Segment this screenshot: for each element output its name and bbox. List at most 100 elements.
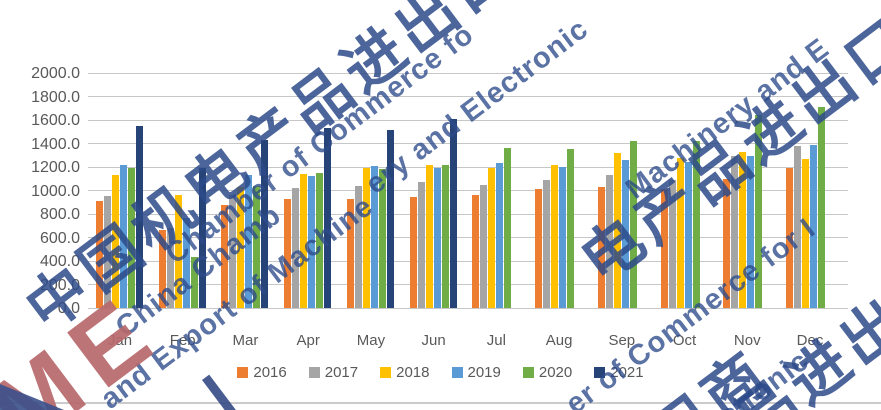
bar-2019-sep bbox=[621, 159, 629, 308]
legend-item-2021: 2021 bbox=[594, 364, 644, 381]
y-axis-tick-label: 1400.0 bbox=[31, 135, 80, 153]
bar-2016-apr bbox=[284, 198, 292, 308]
bar-2019-aug bbox=[559, 167, 567, 308]
bar-2018-jan bbox=[112, 175, 119, 308]
bar-2018-aug bbox=[551, 164, 559, 308]
bar-2019-feb bbox=[182, 217, 190, 308]
bar-2016-mar bbox=[221, 204, 229, 308]
bar-2019-oct bbox=[684, 162, 692, 308]
bar-2017-apr bbox=[292, 188, 300, 308]
bar-2017-sep bbox=[605, 175, 613, 308]
gridline-1200 bbox=[88, 166, 848, 168]
bottom-divider bbox=[0, 402, 881, 404]
legend-swatch-2019 bbox=[451, 367, 463, 378]
bar-2019-jul bbox=[496, 163, 504, 308]
legend-label: 2018 bbox=[396, 364, 430, 381]
bar-2016-jul bbox=[472, 195, 480, 308]
bar-2020-oct bbox=[692, 141, 700, 308]
legend: 2016 2017 2018 2019 2020 2021 bbox=[0, 364, 881, 381]
y-axis-tick-label: 1000.0 bbox=[31, 182, 80, 200]
bar-2016-feb bbox=[158, 229, 166, 308]
legend-swatch-2020 bbox=[522, 367, 534, 378]
legend-label: 2017 bbox=[324, 364, 359, 381]
bar-2020-jan bbox=[128, 168, 135, 308]
bar-2018-nov bbox=[739, 151, 747, 308]
legend-label: 2016 bbox=[253, 364, 287, 381]
y-axis-tick-label: 2000.0 bbox=[31, 65, 80, 82]
bar-2021-jan bbox=[136, 125, 143, 308]
bar-2017-aug bbox=[543, 179, 551, 308]
x-axis-label-sep: Sep bbox=[608, 332, 636, 349]
bar-2020-may bbox=[378, 169, 386, 308]
x-axis-label-may: May bbox=[356, 332, 386, 349]
y-axis-tick-label: 1200.0 bbox=[31, 159, 80, 176]
y-axis-tick-label: 400.0 bbox=[39, 253, 80, 270]
gridline-0 bbox=[88, 307, 848, 309]
bar-2020-mar bbox=[253, 185, 261, 308]
gridline-800 bbox=[88, 213, 848, 215]
bar-2020-sep bbox=[629, 141, 637, 308]
legend-label: 2020 bbox=[538, 364, 573, 381]
bar-2017-dec bbox=[793, 145, 801, 308]
x-axis-label-apr: Apr bbox=[296, 332, 320, 349]
bar-2017-jul bbox=[480, 184, 488, 308]
gridline-1000 bbox=[88, 190, 848, 191]
bar-2019-dec bbox=[809, 144, 817, 308]
bar-2021-may bbox=[386, 129, 394, 308]
bar-2021-feb bbox=[198, 168, 206, 308]
y-axis-tick-label: 0.0 bbox=[57, 300, 80, 317]
x-axis-label-feb: Feb bbox=[169, 332, 196, 349]
legend-item-2017: 2017 bbox=[308, 364, 359, 381]
plot-area bbox=[88, 72, 848, 309]
x-axis-label-jun: Jun bbox=[421, 332, 446, 349]
bar-2020-aug bbox=[567, 149, 575, 308]
bar-2019-jun bbox=[433, 168, 441, 308]
bar-2017-feb bbox=[166, 228, 174, 308]
bar-2016-oct bbox=[660, 189, 668, 308]
bar-2016-sep bbox=[597, 186, 605, 308]
bar-2021-jun bbox=[449, 118, 457, 308]
legend-label: 2019 bbox=[467, 364, 501, 381]
bar-2016-aug bbox=[535, 189, 543, 308]
legend-swatch-2021 bbox=[594, 367, 606, 378]
bar-2019-may bbox=[370, 166, 378, 308]
bar-2016-jan bbox=[96, 201, 103, 308]
y-axis-tick-label: 1600.0 bbox=[31, 112, 80, 129]
y-axis-tick-label: 600.0 bbox=[39, 229, 80, 247]
y-axis-tick-label: 1800.0 bbox=[31, 88, 80, 106]
legend-swatch-2017 bbox=[308, 367, 320, 378]
bar-2018-mar bbox=[237, 186, 245, 308]
bar-2017-may bbox=[354, 186, 362, 308]
bar-2020-feb bbox=[190, 256, 198, 308]
bar-2020-dec bbox=[817, 107, 825, 308]
bar-2020-nov bbox=[755, 114, 763, 308]
x-axis-label-oct: Oct bbox=[672, 332, 697, 349]
bar-2018-oct bbox=[676, 157, 684, 308]
watermark-corner-shape bbox=[0, 384, 64, 410]
bar-2018-may bbox=[362, 168, 370, 308]
gridline-400 bbox=[88, 260, 848, 262]
x-axis-label-dec: Dec bbox=[796, 332, 824, 349]
x-axis-label-aug: Aug bbox=[545, 332, 573, 349]
bar-2017-mar bbox=[229, 195, 237, 308]
bar-2018-jun bbox=[425, 165, 433, 308]
bar-2018-sep bbox=[613, 152, 621, 308]
bar-2016-jun bbox=[409, 196, 417, 308]
gridline-600 bbox=[88, 237, 848, 238]
bar-2021-mar bbox=[261, 139, 269, 308]
bar-2020-jun bbox=[441, 164, 449, 308]
legend-item-2016: 2016 bbox=[237, 364, 287, 381]
bar-2020-jul bbox=[504, 148, 512, 308]
bar-2017-jun bbox=[417, 182, 425, 308]
bar-2021-apr bbox=[324, 128, 332, 308]
x-axis-label-jan: Jan bbox=[107, 332, 133, 349]
x-axis-label-nov: Nov bbox=[733, 332, 761, 349]
bar-2016-may bbox=[346, 198, 354, 308]
y-axis-tick-label: 200.0 bbox=[39, 276, 80, 294]
bar-2019-nov bbox=[747, 156, 755, 308]
bar-2018-jul bbox=[488, 168, 496, 308]
gridline-1400 bbox=[88, 143, 848, 144]
gridline-1600 bbox=[88, 119, 848, 121]
legend-item-2019: 2019 bbox=[451, 364, 501, 381]
